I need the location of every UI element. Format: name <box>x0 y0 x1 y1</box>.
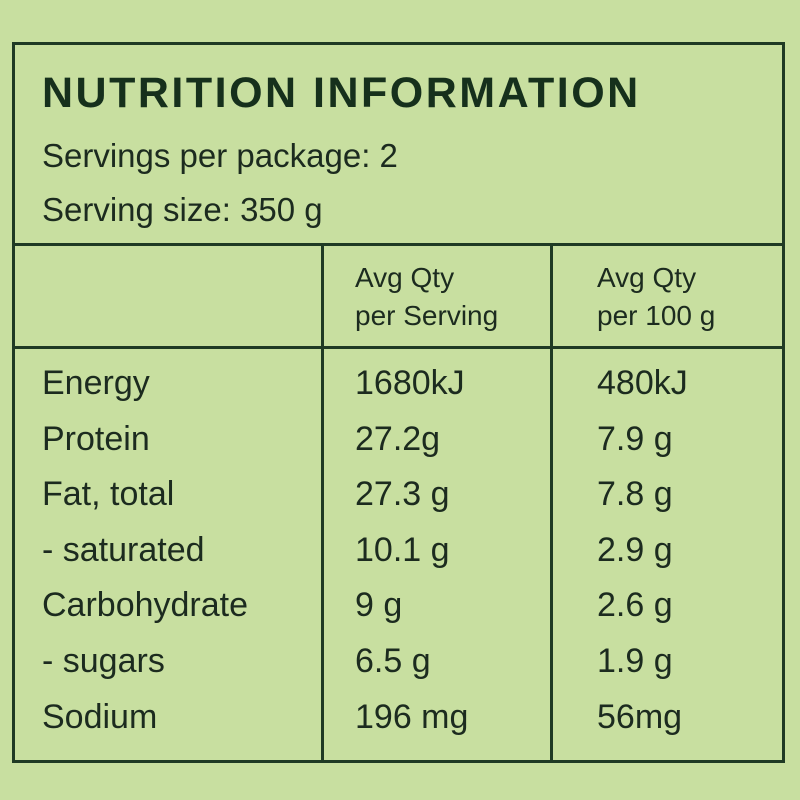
nutrient-value: 6.5 g <box>355 642 431 680</box>
divider <box>550 243 553 760</box>
nutrient-value: 10.1 g <box>355 530 450 569</box>
nutrient-name: Carbohydrate <box>42 586 249 625</box>
nutrient-value: 27.3 g <box>355 475 450 514</box>
title: NUTRITION INFORMATION <box>42 69 641 117</box>
nutrient-value: 196 mg <box>355 697 469 736</box>
nutrient-value: 2.6 g <box>597 586 673 625</box>
nutrient-value: 27.2g <box>355 419 441 458</box>
header-line: Servings per package: 2 <box>42 137 398 174</box>
label-border <box>12 42 785 763</box>
nutrient-value: 1.9 g <box>597 642 673 680</box>
divider <box>321 243 324 760</box>
nutrient-name: Fat, total <box>42 475 175 514</box>
column-header: per 100 g <box>597 300 716 331</box>
nutrient-name: Protein <box>42 419 150 458</box>
column-header: Avg Qty <box>355 262 455 293</box>
nutrient-value: 480kJ <box>597 364 688 402</box>
divider <box>12 243 782 246</box>
header-line: Serving size: 350 g <box>42 191 323 228</box>
divider <box>12 346 782 349</box>
nutrient-name: - saturated <box>42 530 205 569</box>
nutrient-value: 1680kJ <box>355 364 465 402</box>
column-header: per Serving <box>355 300 499 331</box>
nutrient-value: 9 g <box>355 586 403 625</box>
nutrient-value: 56mg <box>597 697 683 736</box>
nutrient-name: Sodium <box>42 697 158 736</box>
column-header: Avg Qty <box>597 262 697 293</box>
nutrient-name: Energy <box>42 364 150 402</box>
nutrient-name: - sugars <box>42 642 165 680</box>
nutrient-value: 2.9 g <box>597 530 673 569</box>
nutrient-value: 7.9 g <box>597 419 673 458</box>
nutrient-value: 7.8 g <box>597 475 673 514</box>
